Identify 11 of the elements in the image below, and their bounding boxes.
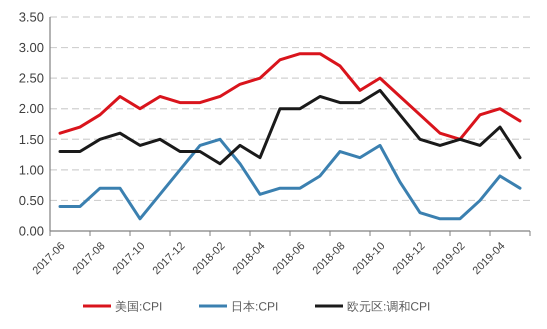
y-tick-label: 0.50 [18, 192, 44, 208]
y-tick-label: 3.50 [18, 10, 44, 24]
y-tick-label: 2.50 [18, 70, 44, 86]
y-tick-label: 2.00 [18, 101, 44, 116]
legend-label: 美国:CPI [115, 300, 162, 314]
y-tick-label: 0.00 [18, 224, 44, 238]
y-tick-label: 1.00 [18, 162, 44, 178]
legend-label: 欧元区:调和CPI [347, 300, 430, 314]
legend-label: 日本:CPI [231, 300, 278, 314]
y-tick-label: 1.50 [18, 132, 44, 147]
y-tick-label: 3.00 [18, 40, 44, 56]
